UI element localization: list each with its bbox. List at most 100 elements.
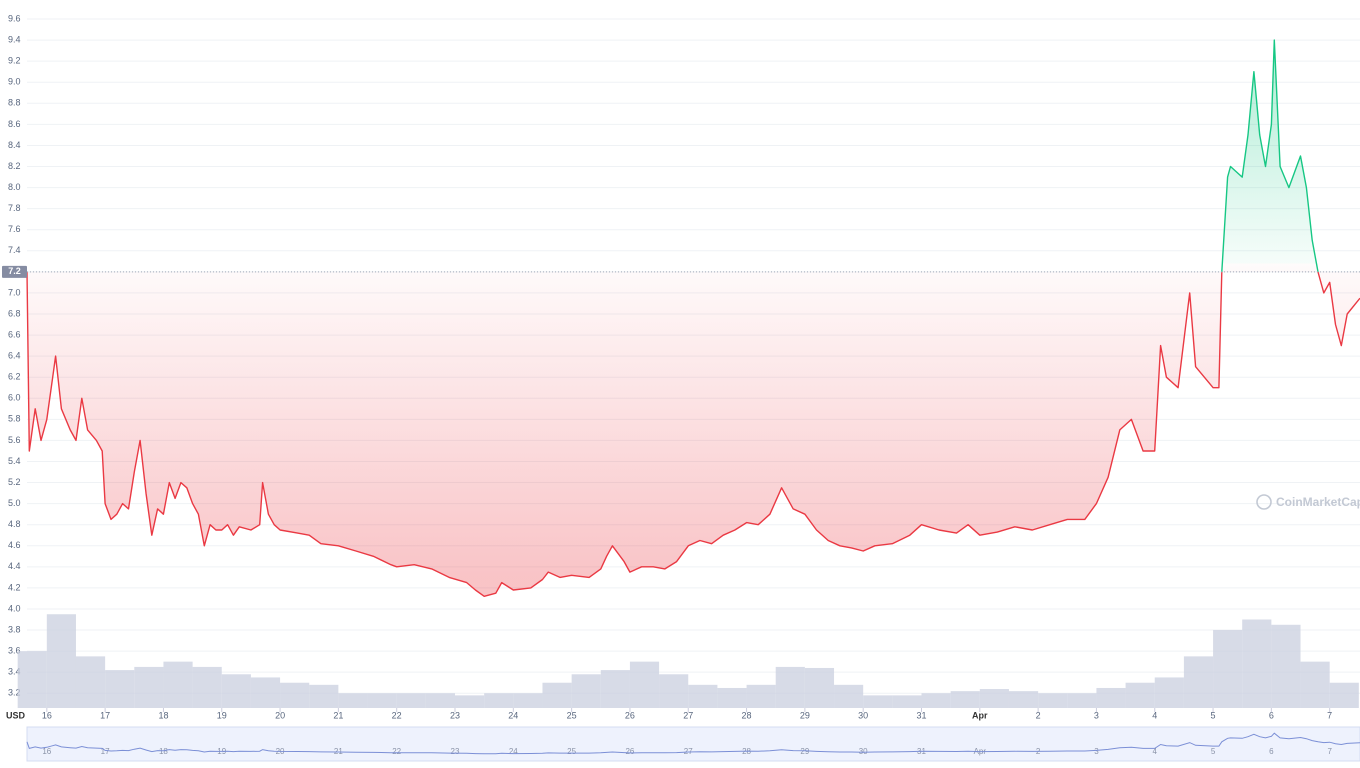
volume-bar	[1067, 693, 1097, 708]
currency-label: USD	[6, 710, 26, 720]
x-tick-label: 2	[1036, 710, 1041, 720]
y-tick-label: 9.4	[8, 34, 21, 44]
y-tick-label: 5.0	[8, 498, 21, 508]
y-tick-label: 4.8	[8, 519, 21, 529]
y-tick-label: 7.4	[8, 245, 21, 255]
y-tick-label: 4.6	[8, 540, 21, 550]
x-tick-label: 24	[508, 710, 518, 720]
x-tick-label: Apr	[972, 710, 988, 720]
volume-bar	[309, 684, 339, 708]
volume-bar	[367, 693, 397, 708]
navigator-tick-label: 16	[42, 747, 51, 756]
volume-bar	[659, 674, 689, 708]
volume-bar	[425, 693, 456, 708]
y-tick-label: 4.0	[8, 603, 21, 613]
x-tick-label: 6	[1269, 710, 1274, 720]
volume-bar	[280, 682, 310, 708]
navigator-tick-label: 23	[451, 747, 460, 756]
y-tick-label: 3.8	[8, 624, 21, 634]
y-tick-label: 9.0	[8, 77, 21, 87]
x-tick-label: 3	[1094, 710, 1099, 720]
x-tick-label: 16	[42, 710, 52, 720]
navigator-tick-label: 7	[1327, 747, 1332, 756]
navigator-tick-label: 29	[800, 747, 809, 756]
volume-bar	[105, 670, 135, 708]
volume-bar	[1154, 677, 1184, 708]
volume-bar	[775, 666, 805, 708]
navigator-tick-label: 30	[859, 747, 868, 756]
y-tick-label: 5.2	[8, 477, 21, 487]
y-tick-label: 6.6	[8, 329, 21, 339]
volume-bar	[863, 695, 893, 708]
navigator-tick-label: 4	[1153, 747, 1158, 756]
volume-bar	[717, 687, 747, 708]
volume-bar	[338, 693, 368, 708]
volume-bar	[250, 677, 281, 708]
volume-bar	[746, 684, 776, 708]
x-tick-label: 20	[275, 710, 285, 720]
x-tick-label: 18	[158, 710, 168, 720]
navigator-tick-label: 28	[742, 747, 751, 756]
navigator-tick-label: 26	[625, 747, 634, 756]
x-tick-label: 26	[625, 710, 635, 720]
volume-bar	[834, 684, 864, 708]
volume-bar	[1329, 682, 1359, 708]
x-tick-label: 4	[1152, 710, 1157, 720]
volume-bar	[1183, 656, 1214, 708]
y-tick-label: 5.6	[8, 435, 21, 445]
volume-bar	[1213, 630, 1243, 708]
y-tick-label: 8.2	[8, 161, 21, 171]
y-tick-label: 8.6	[8, 119, 21, 129]
navigator-tick-label: 24	[509, 747, 518, 756]
volume-bar	[1300, 661, 1330, 708]
watermark: CoinMarketCap	[1276, 495, 1360, 509]
x-tick-label: 21	[333, 710, 343, 720]
price-line	[26, 39, 1360, 597]
volume-bar	[484, 693, 514, 708]
y-tick-label: 8.0	[8, 182, 21, 192]
y-tick-label: 6.8	[8, 308, 21, 318]
volume-bar	[921, 693, 951, 708]
x-tick-label: 5	[1211, 710, 1216, 720]
y-tick-label: 6.0	[8, 393, 21, 403]
volume-bar	[75, 656, 106, 708]
volume-bar	[979, 689, 1009, 708]
x-tick-label: 7	[1327, 710, 1332, 720]
watermark-logo	[1256, 494, 1272, 510]
navigator-tick-label: 5	[1211, 747, 1216, 756]
y-tick-label: 7.8	[8, 203, 21, 213]
volume-bar	[1038, 693, 1068, 708]
navigator-tick-label: 25	[567, 747, 576, 756]
volume-bar	[221, 674, 251, 708]
volume-bar	[134, 666, 164, 708]
y-tick-label: 4.2	[8, 582, 21, 592]
volume-bar	[46, 614, 76, 708]
volume-bar	[629, 661, 660, 708]
volume-bar	[163, 661, 193, 708]
y-tick-label: 5.4	[8, 456, 21, 466]
volume-bar	[688, 684, 718, 708]
y-tick-label: 8.4	[8, 140, 21, 150]
x-tick-label: 25	[567, 710, 577, 720]
y-tick-label: 3.6	[8, 645, 21, 655]
navigator-tick-label: 17	[101, 747, 110, 756]
y-tick-label: 6.2	[8, 372, 21, 382]
volume-bar	[17, 651, 47, 708]
volume-bar	[455, 695, 485, 708]
x-tick-label: 29	[800, 710, 810, 720]
x-tick-label: 19	[217, 710, 227, 720]
y-tick-label: 9.2	[8, 56, 21, 66]
x-tick-label: 31	[916, 710, 926, 720]
volume-bar	[1125, 682, 1155, 708]
volume-bar	[1008, 691, 1039, 708]
y-tick-label: 9.6	[8, 13, 21, 23]
volume-bar	[804, 667, 835, 708]
y-tick-label: 4.4	[8, 561, 21, 571]
navigator[interactable]	[26, 726, 1360, 762]
volume-bar	[192, 666, 222, 708]
baseline-label: 7.2	[8, 266, 21, 276]
x-tick-label: 23	[450, 710, 460, 720]
y-tick-label: 7.6	[8, 224, 21, 234]
